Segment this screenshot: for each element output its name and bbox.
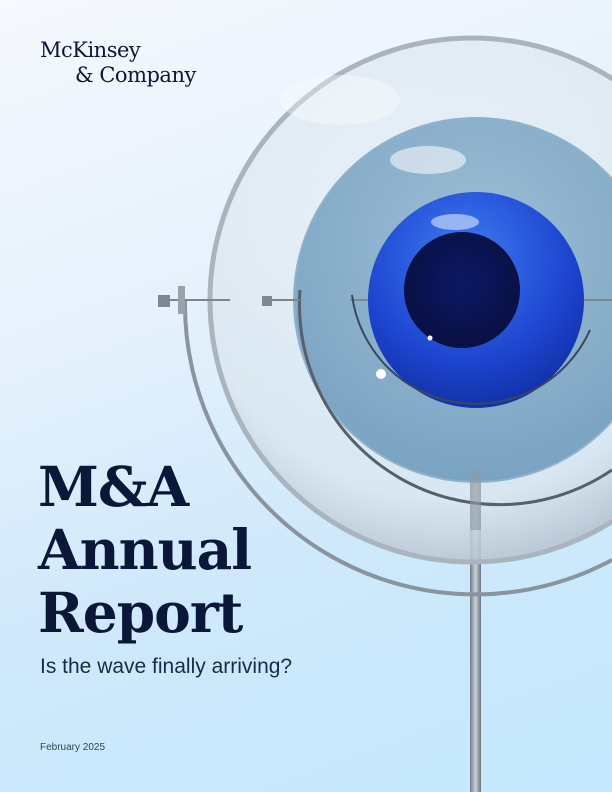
title-line2: Annual [38, 517, 252, 582]
title-line3: Report [38, 580, 243, 645]
title-line1: M&A [38, 454, 189, 519]
publication-date: February 2025 [40, 742, 106, 753]
logo-line2: & Company [75, 63, 196, 87]
logo-line1: McKinsey [40, 38, 141, 62]
report-subtitle: Is the wave finally arriving? [40, 655, 293, 678]
report-title: M&A Annual Report [38, 454, 252, 645]
mckinsey-logo: McKinsey & Company [40, 38, 196, 88]
